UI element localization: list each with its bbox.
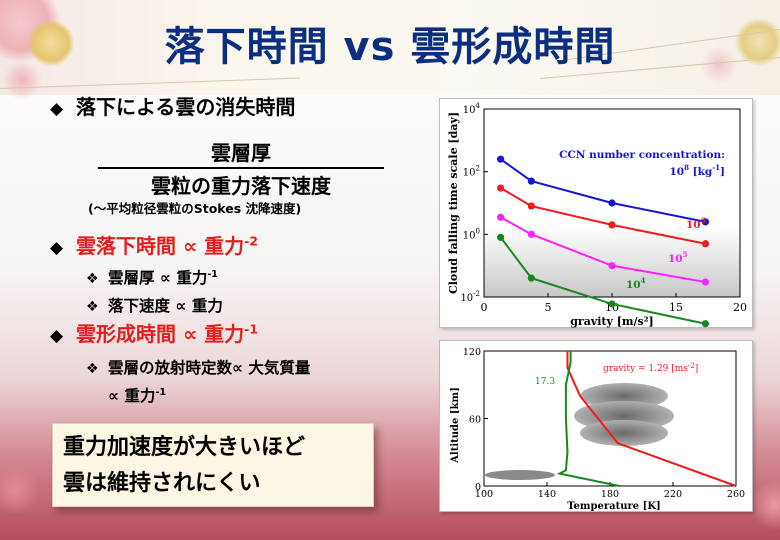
y-tick-label: 0: [475, 482, 481, 493]
clover-bullet-icon: ❖: [86, 271, 99, 287]
sub-bullet-text: 落下速度 ∝ 重力: [108, 297, 223, 315]
conclusion-callout: 重力加速度が大きいほど 雲は維持されにくい: [52, 423, 374, 507]
data-point: [608, 221, 616, 229]
plot-shading: [484, 227, 740, 297]
data-point: [497, 184, 505, 192]
exponent: -1: [155, 386, 167, 398]
bullet-text: 雲落下時間 ∝ 重力: [76, 234, 245, 258]
fraction-denominator: 雲粒の重力落下速度: [151, 174, 331, 198]
callout-line-1: 重力加速度が大きいほど: [63, 435, 306, 460]
y-tick-label: 10-2: [460, 290, 480, 304]
series-line: [566, 351, 737, 487]
data-point: [608, 300, 616, 308]
fraction-note: (〜平均粒径雲粒のStokes 沈降速度): [88, 201, 302, 216]
x-tick-label: 0: [481, 301, 488, 314]
series-line: [499, 236, 706, 325]
decorative-gold-circle: [28, 20, 74, 66]
data-point: [701, 218, 710, 226]
series-line: [556, 351, 620, 487]
sub-bullet-text: ∝ 重力: [108, 387, 156, 405]
data-point: [701, 278, 710, 286]
decorative-blossom: [750, 480, 780, 530]
x-tick-label: 180: [601, 489, 619, 500]
series-label: 106: [686, 216, 706, 231]
chart-falling-time: 0510152010410210010-2 108 [kg-1]10610510…: [447, 102, 747, 328]
series-label: 104: [626, 276, 646, 291]
exponent: -1: [207, 268, 218, 280]
annotation-green-value: 17.3: [535, 377, 555, 387]
bullet-fall-time-gravity: ◆ 雲落下時間 ∝ 重力-2: [50, 234, 258, 260]
fraction-numerator: 雲層厚: [211, 141, 271, 165]
x-tick-label: 220: [664, 489, 682, 500]
cloud-shape: [574, 383, 674, 446]
decorative-blossom: [0, 465, 40, 515]
diamond-bullet-icon: ◆: [50, 99, 64, 119]
x-tick-label: 20: [733, 301, 747, 314]
bullet-text: 落下による雲の消失時間: [76, 95, 296, 119]
data-point: [497, 213, 505, 221]
x-axis-label: Temperature [K]: [567, 501, 661, 512]
clover-bullet-icon: ❖: [86, 299, 99, 315]
x-tick-label: 15: [669, 301, 683, 314]
decorative-blossom: [700, 46, 738, 84]
exponent: -2: [244, 233, 258, 249]
data-point: [527, 202, 535, 210]
x-tick-label: 260: [727, 489, 745, 500]
bullet-formation-time-gravity: ◆ 雲形成時間 ∝ 重力-1: [50, 322, 258, 348]
data-point: [608, 262, 616, 270]
y-tick-label: 60: [469, 415, 481, 426]
y-tick-label: 104: [463, 102, 481, 116]
bullet-text: 雲形成時間 ∝ 重力: [76, 322, 245, 346]
page-title: 落下時間 vs 雲形成時間: [164, 24, 616, 70]
low-cloud-shape: [485, 470, 555, 480]
data-point: [701, 320, 710, 328]
x-axis-label: gravity [m/s²]: [570, 315, 654, 328]
series-label: 105: [668, 250, 688, 265]
data-point: [497, 155, 505, 163]
y-tick-label: 120: [463, 347, 481, 358]
series-line: [500, 187, 706, 245]
callout-line-2: 雲は維持されにくい: [63, 471, 261, 496]
x-tick-label: 5: [545, 301, 552, 314]
legend-title: CCN number concentration:: [559, 149, 725, 161]
x-tick-label: 100: [475, 489, 493, 500]
series-line: [500, 158, 706, 223]
sub-bullet-layer-thickness: ❖ 雲層厚 ∝ 重力-1: [86, 268, 218, 289]
sub-bullet-text: 雲層の放射時定数∝ 大気質量: [108, 359, 311, 377]
sub-bullet-text: 雲層厚 ∝ 重力: [108, 269, 208, 287]
chart-temperature-profile: 100 140 180 220 260 0 60 120 Altitude [km] Temp…: [450, 347, 745, 512]
fraction-bar: [98, 167, 384, 169]
diamond-bullet-icon: ◆: [50, 238, 64, 258]
chart-falling-time-panel: 0510152010410210010-2 108 [kg-1]10610510…: [439, 98, 753, 328]
chart-temperature-panel: 100 140 180 220 260 0 60 120 Altitude [km] Temp…: [439, 340, 753, 512]
series-line: [500, 216, 706, 284]
diamond-bullet-icon: ◆: [50, 326, 64, 346]
y-axis-label: Cloud falling time scale [day]: [447, 112, 460, 294]
clover-bullet-icon: ❖: [86, 361, 99, 377]
annotation-gravity: gravity = 1.29 [ms-2]: [603, 362, 698, 374]
y-tick-label: 102: [463, 165, 480, 179]
data-point: [527, 274, 535, 282]
exponent: -1: [244, 321, 258, 337]
y-axis-label: Altitude [km]: [450, 387, 461, 464]
data-point: [527, 230, 535, 238]
series-label: 108 [kg-1]: [670, 163, 726, 178]
data-point: [527, 177, 535, 185]
sub-bullet-radiative-timescale-cont: ∝ 重力-1: [108, 386, 166, 406]
data-point: [497, 233, 505, 241]
bullet-fall-time: ◆ 落下による雲の消失時間: [50, 95, 295, 121]
decorative-blossom: [2, 60, 42, 100]
sub-bullet-fall-speed: ❖ 落下速度 ∝ 重力: [86, 296, 223, 317]
y-tick-label: 100: [463, 227, 480, 241]
data-point: [701, 240, 710, 248]
sub-bullet-radiative-timescale: ❖ 雲層の放射時定数∝ 大気質量: [86, 358, 310, 379]
data-point: [608, 199, 616, 207]
x-tick-label: 140: [538, 489, 556, 500]
